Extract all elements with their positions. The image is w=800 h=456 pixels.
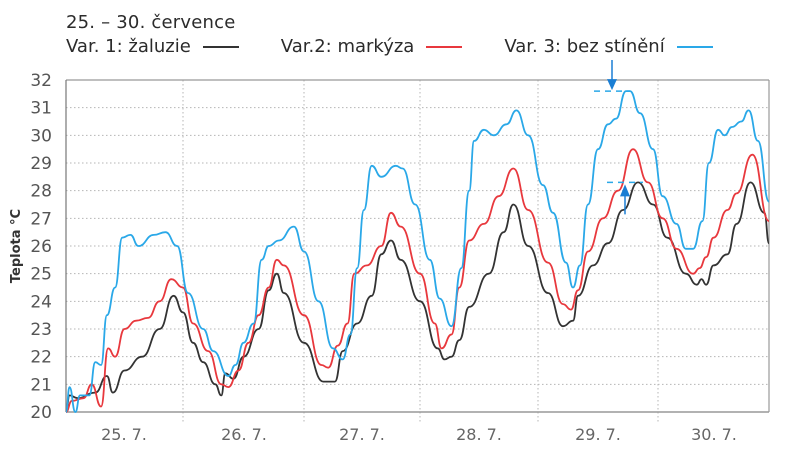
y-axis-title: Teplota °C: [9, 209, 24, 283]
legend-item-bez-stineni: Var. 3: bez stínění: [504, 36, 713, 57]
legend: Var. 1: žaluzie Var.2: markýza Var. 3: b…: [66, 36, 755, 57]
legend-label: Var.2: markýza: [280, 36, 415, 57]
y-tick-label: 21: [30, 375, 52, 395]
x-tick-label: 29. 7.: [575, 425, 621, 444]
legend-swatch: [426, 45, 463, 48]
series-line-3: [65, 90, 770, 413]
arrow-down-head-icon: [607, 79, 617, 91]
y-axis-ticks: 20 21 22 23 24 25 26 27 28 29 30 31 32: [30, 71, 52, 423]
chart-title: 25. – 30. července: [66, 12, 236, 33]
y-tick-label: 28: [30, 182, 52, 202]
series-line-1: [65, 181, 770, 413]
legend-swatch: [676, 45, 713, 48]
x-axis-ticks: 25. 7. 26. 7. 27. 7. 28. 7. 29. 7. 30. 7.: [101, 425, 737, 444]
y-tick-label: 20: [30, 403, 52, 423]
y-tick-label: 24: [30, 292, 52, 312]
y-tick-label: 27: [30, 209, 52, 229]
legend-item-zaluzie: Var. 1: žaluzie: [66, 36, 239, 57]
x-tick-label: 27. 7.: [339, 425, 385, 444]
series-line-2: [65, 148, 770, 413]
gridlines: [65, 79, 770, 422]
y-tick-label: 23: [30, 320, 52, 340]
annotations: [594, 60, 643, 215]
y-tick-label: 30: [30, 126, 52, 146]
y-tick-label: 25: [30, 265, 52, 285]
y-tick-label: 29: [30, 154, 52, 174]
legend-label: Var. 1: žaluzie: [66, 36, 191, 57]
data-series: [65, 90, 770, 413]
y-tick-label: 22: [30, 348, 52, 368]
legend-label: Var. 3: bez stínění: [504, 36, 665, 57]
y-tick-label: 32: [30, 71, 52, 91]
y-tick-label: 31: [30, 99, 52, 119]
x-tick-label: 25. 7.: [101, 425, 147, 444]
x-tick-label: 26. 7.: [221, 425, 267, 444]
x-tick-label: 30. 7.: [691, 425, 737, 444]
arrow-up-head-icon: [620, 184, 630, 197]
legend-swatch: [202, 45, 239, 48]
y-tick-label: 26: [30, 237, 52, 257]
legend-item-markyza: Var.2: markýza: [281, 36, 463, 57]
x-tick-label: 28. 7.: [456, 425, 502, 444]
